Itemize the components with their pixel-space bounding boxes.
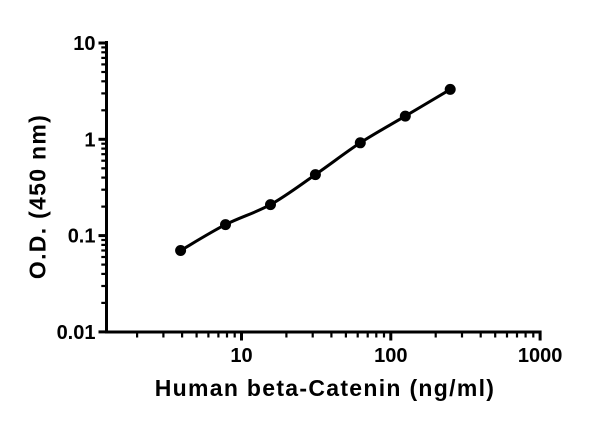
data-point (444, 83, 456, 95)
x-tick-label: 1000 (518, 345, 563, 367)
x-axis-title: Human beta-Catenin (ng/ml) (154, 375, 496, 401)
y-tick-label: 0.01 (57, 322, 96, 344)
y-tick-label: 1 (84, 129, 95, 151)
data-point (175, 245, 187, 256)
data-point (354, 137, 366, 149)
y-tick-label: 10 (73, 33, 95, 55)
y-axis-title: O.D. (450 nm) (24, 113, 51, 280)
data-point (399, 110, 411, 122)
data-point (265, 199, 276, 211)
x-tick-label: 100 (374, 345, 407, 367)
x-tick-label: 10 (230, 345, 252, 367)
data-point (309, 169, 321, 181)
data-point (220, 219, 231, 231)
y-tick-label: 0.1 (68, 226, 96, 248)
